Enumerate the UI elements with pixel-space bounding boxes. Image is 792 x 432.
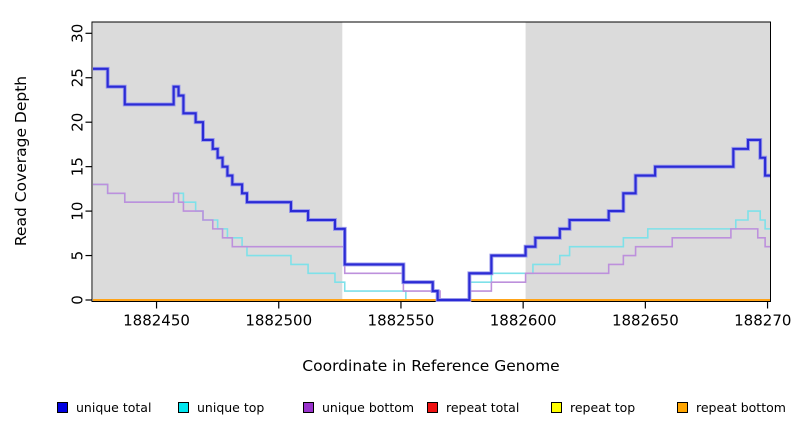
legend-label: repeat total — [446, 400, 520, 415]
x-tick-label: 1882650 — [612, 312, 679, 330]
y-tick-label: 20 — [68, 113, 86, 132]
legend-swatch-unique-total — [57, 402, 68, 413]
y-axis-title: Read Coverage Depth — [12, 75, 30, 247]
y-tick-label: 5 — [68, 251, 86, 261]
series-unique-total — [93, 67, 770, 302]
y-tick-label: 30 — [68, 24, 86, 43]
legend-label: unique total — [76, 400, 152, 415]
legend-item-repeat-bottom: repeat bottom — [677, 400, 786, 415]
y-tick-label: 10 — [68, 202, 86, 221]
y-tick-label: 25 — [68, 68, 86, 87]
legend-swatch-repeat-total — [427, 402, 438, 413]
x-tick-label: 1882450 — [123, 312, 190, 330]
y-tick-label: 15 — [68, 157, 86, 176]
legend-label: repeat top — [570, 400, 636, 415]
y-tick-label: 0 — [68, 295, 86, 305]
legend-item-unique-top: unique top — [178, 400, 264, 415]
x-tick-label: 1882600 — [490, 312, 557, 330]
plot-area: 0 5 10 15 20 25 30 1882450 1882500 1882550 1882600… — [68, 21, 792, 330]
legend-item-unique-total: unique total — [57, 400, 151, 415]
legend-item-unique-bottom: unique bottom — [303, 400, 414, 415]
x-tick-label: 1882500 — [245, 312, 312, 330]
legend-swatch-repeat-bottom — [677, 402, 688, 413]
legend-label: unique top — [197, 400, 265, 415]
x-axis-title: Coordinate in Reference Genome — [302, 357, 560, 375]
legend-swatch-repeat-top — [551, 402, 562, 413]
x-tick-label: 1882550 — [368, 312, 435, 330]
x-tick-label: 1882700 — [734, 312, 792, 330]
legend-item-repeat-total: repeat total — [427, 400, 519, 415]
plot-box — [91, 21, 771, 302]
legend-swatch-unique-bottom — [303, 402, 314, 413]
series-unique-top — [93, 183, 770, 301]
series-unique-bottom — [93, 183, 770, 301]
legend-swatch-unique-top — [178, 402, 189, 413]
legend-label: repeat bottom — [696, 400, 786, 415]
shaded-region — [93, 22, 343, 302]
legend-label: unique bottom — [322, 400, 415, 415]
legend-item-repeat-top: repeat top — [551, 400, 635, 415]
